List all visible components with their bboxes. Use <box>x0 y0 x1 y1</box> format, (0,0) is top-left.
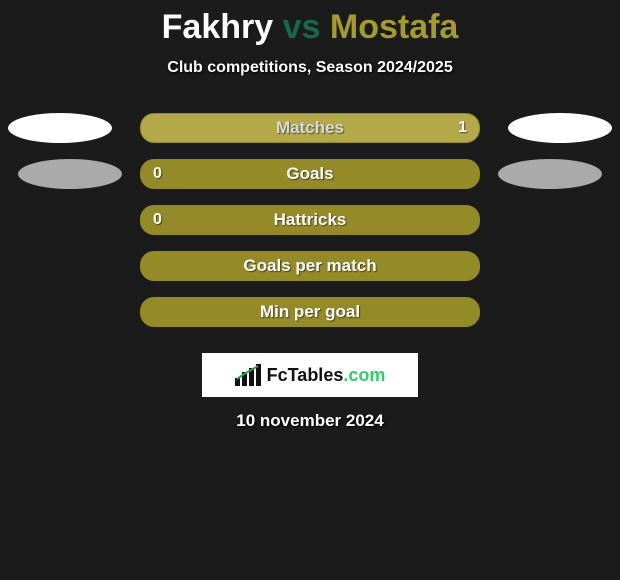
stat-label: Goals <box>141 164 479 184</box>
stat-value-right: 1 <box>458 119 467 137</box>
brand-badge: FcTables.com <box>202 353 418 397</box>
stat-label: Hattricks <box>141 210 479 230</box>
player1-marker <box>8 113 112 143</box>
stat-bar: Matches1 <box>140 113 480 143</box>
stat-label: Matches <box>141 118 479 138</box>
stat-label: Goals per match <box>141 256 479 276</box>
stat-row: Goals per match <box>0 243 620 289</box>
vs-label: vs <box>283 8 321 46</box>
player2-marker <box>508 113 612 143</box>
stat-label: Min per goal <box>141 302 479 322</box>
comparison-title: Fakhry vs Mostafa <box>0 0 620 47</box>
player1-name: Fakhry <box>162 8 274 46</box>
player2-marker <box>498 159 602 189</box>
stat-value-left: 0 <box>153 165 162 183</box>
stat-value-left: 0 <box>153 211 162 229</box>
brand-tld: .com <box>343 365 385 385</box>
stat-row: Goals0 <box>0 151 620 197</box>
date-label: 10 november 2024 <box>0 411 620 431</box>
stat-row: Min per goal <box>0 289 620 335</box>
stat-row: Hattricks0 <box>0 197 620 243</box>
stat-bar: Min per goal <box>140 297 480 327</box>
brand-text: FcTables.com <box>267 365 386 386</box>
stat-bar: Goals per match <box>140 251 480 281</box>
stat-bar: Hattricks0 <box>140 205 480 235</box>
brand-name: FcTables <box>267 365 344 385</box>
brand-logo: FcTables.com <box>235 364 386 386</box>
stats-rows: Matches1Goals0Hattricks0Goals per matchM… <box>0 105 620 335</box>
brand-bars-icon <box>235 364 263 386</box>
subtitle: Club competitions, Season 2024/2025 <box>0 59 620 77</box>
player2-name: Mostafa <box>330 8 458 46</box>
stat-bar: Goals0 <box>140 159 480 189</box>
player1-marker <box>18 159 122 189</box>
stat-row: Matches1 <box>0 105 620 151</box>
